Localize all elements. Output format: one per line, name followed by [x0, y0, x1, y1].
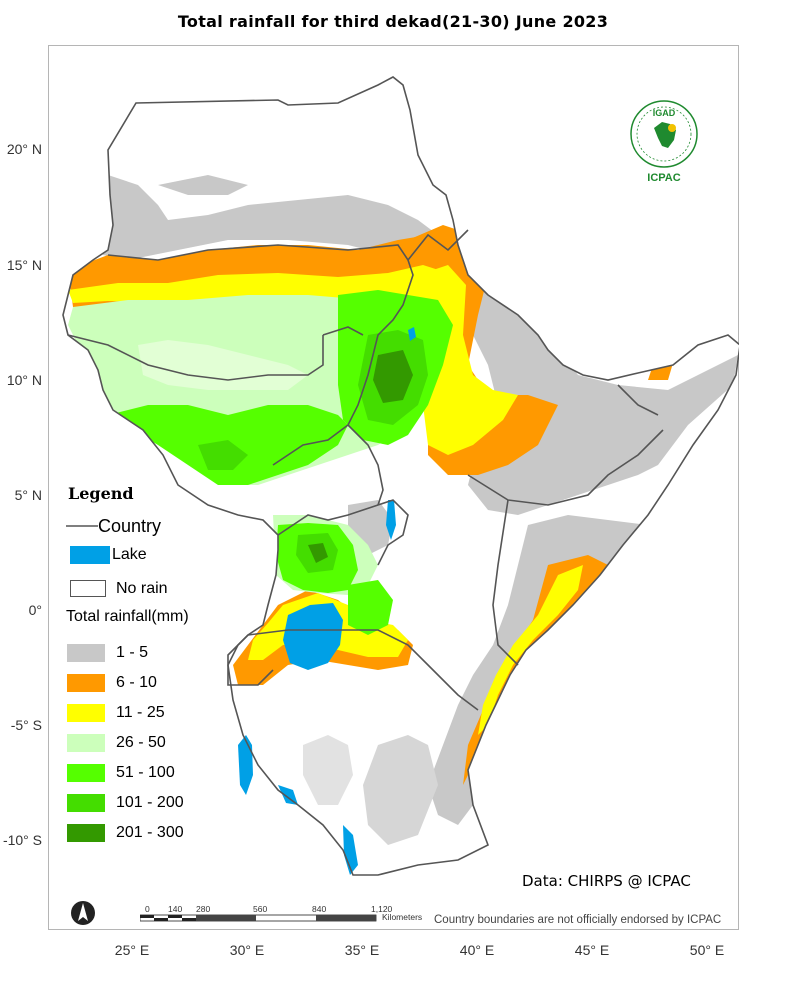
- logo-icpac-text: ICPAC: [647, 172, 681, 184]
- legend-class-label: 51 - 100: [116, 764, 175, 781]
- legend-class-label: 26 - 50: [116, 734, 166, 751]
- legend-class-swatch: [67, 764, 105, 782]
- legend-title: Legend: [68, 484, 134, 503]
- north-arrow-icon: [71, 901, 95, 925]
- norain-swatch: [70, 580, 106, 597]
- legend-class-swatch: [67, 824, 105, 842]
- legend-class-label: 6 - 10: [116, 674, 157, 691]
- scale-bar: [140, 914, 377, 922]
- lat-tick-10n: 10° N: [6, 372, 42, 388]
- map-frame: [48, 45, 739, 930]
- scale-label: 140: [168, 904, 183, 914]
- legend-class-label: 1 - 5: [116, 644, 149, 661]
- scale-label: 0: [145, 904, 150, 914]
- legend-class-swatch: [67, 734, 105, 752]
- disclaimer: Country boundaries are not officially en…: [434, 914, 722, 926]
- scale-label: 560: [253, 904, 268, 914]
- rainfall-map: [62, 76, 739, 876]
- lat-tick-20n: 20° N: [6, 141, 42, 157]
- legend-lake-label: Lake: [112, 546, 147, 563]
- lon-tick-40e: 40° E: [459, 942, 495, 958]
- lon-tick-45e: 45° E: [574, 942, 610, 958]
- lon-tick-35e: 35° E: [344, 942, 380, 958]
- legend-class-label: 101 - 200: [116, 794, 184, 811]
- scale-label: 1,120: [371, 904, 393, 914]
- lat-tick-10s: -10° S: [2, 832, 42, 848]
- lon-tick-50e: 50° E: [689, 942, 725, 958]
- lake-swatch: [70, 546, 110, 564]
- scale-units: Kilometers: [382, 912, 423, 922]
- map-title: Total rainfall for third dekad(21-30) Ju…: [177, 12, 609, 31]
- scale-label: 840: [312, 904, 327, 914]
- legend-class-swatch: [67, 644, 105, 662]
- country-borders: [62, 76, 739, 876]
- legend-total-label: Total rainfall(mm): [66, 608, 189, 625]
- legend-norain-label: No rain: [116, 580, 168, 597]
- lat-tick-5s: -5° S: [10, 717, 42, 733]
- country-line-icon: [66, 525, 98, 527]
- lon-tick-25e: 25° E: [114, 942, 150, 958]
- legend-class-swatch: [67, 794, 105, 812]
- legend-country-label: Country: [98, 516, 162, 536]
- legend-class-swatch: [67, 674, 105, 692]
- lat-tick-5n: 5° N: [14, 487, 42, 503]
- lat-tick-0: 0°: [28, 602, 42, 618]
- icpac-logo: IGAD ICPAC: [628, 98, 704, 188]
- legend-class-label: 11 - 25: [116, 704, 165, 721]
- data-source: Data: CHIRPS @ ICPAC: [522, 872, 691, 890]
- logo-igad-text: IGAD: [652, 108, 676, 118]
- lakes: [238, 327, 416, 875]
- lat-tick-15n: 15° N: [6, 257, 42, 273]
- scale-label: 280: [196, 904, 211, 914]
- legend-class-label: 201 - 300: [116, 824, 184, 841]
- lon-tick-30e: 30° E: [229, 942, 265, 958]
- legend-class-swatch: [67, 704, 105, 722]
- igad-emblem-icon: [630, 100, 698, 168]
